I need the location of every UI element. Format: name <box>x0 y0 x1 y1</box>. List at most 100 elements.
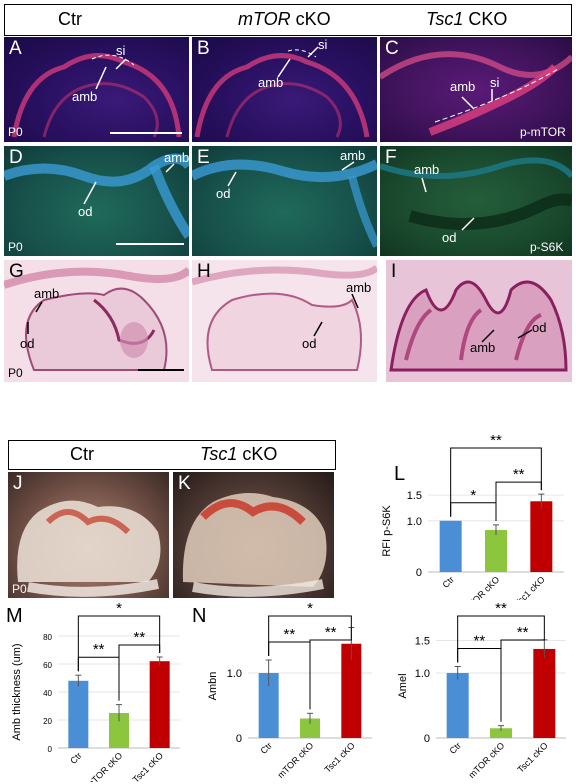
panel-label-a: A <box>9 38 22 59</box>
panel-a-tissue <box>11 53 182 138</box>
anno-amb: amb <box>346 280 372 295</box>
corner-stain: p-S6K <box>530 240 564 254</box>
bar <box>341 643 362 738</box>
header-mtor-gene: mTOR <box>238 9 291 29</box>
bar <box>68 680 89 748</box>
anno-od: od <box>20 336 35 351</box>
header-tsc1-suffix: CKO <box>463 9 508 29</box>
panel-label: N <box>192 605 206 627</box>
category-label: Tsc1 cKO <box>515 740 549 774</box>
panel-label: M <box>6 605 23 627</box>
bar <box>258 673 279 738</box>
category-label: mTOR cKO <box>462 574 502 600</box>
significance-mark: ** <box>473 633 485 650</box>
panel-b-tissue <box>194 46 370 138</box>
panel-f-image: F amb od p-S6K <box>380 146 572 256</box>
category-label: Ctr <box>448 740 464 756</box>
y-axis-label: Amb thickness (um) <box>11 643 23 740</box>
header-tsc1: Tsc1 CKO <box>426 9 507 30</box>
y-tick-label: 1.0 <box>415 668 430 680</box>
anno-od: od <box>532 320 547 335</box>
panel-c-tissue <box>380 51 572 136</box>
anno-amb: amb <box>34 286 60 301</box>
category-label: Ctr <box>441 574 457 590</box>
y-tick-label: 60 <box>43 661 52 670</box>
bar <box>485 529 507 572</box>
panel-a-image: A amb si P0 <box>4 37 189 142</box>
y-tick-label: 20 <box>43 717 52 726</box>
bar <box>300 718 320 738</box>
anno-amb: amb <box>258 75 284 90</box>
y-axis-label: RFI p-S6K <box>381 505 393 557</box>
panel-j-tooth <box>17 500 161 597</box>
y-tick-label: 1.0 <box>227 668 242 680</box>
panel-b-image: B amb si <box>192 37 377 142</box>
panel-label: L <box>394 463 405 485</box>
significance-mark: ** <box>93 641 105 658</box>
y-tick-label: 0 <box>236 733 242 745</box>
anno-od: od <box>302 336 317 351</box>
panel-e-image: E od amb <box>192 146 377 256</box>
chart-m: M Amb thickness (um) 0 20 40 60 80 Ctr mTOR cKO T… <box>6 600 180 782</box>
anno-amb: amb <box>340 148 366 163</box>
anno-amb: amb <box>414 162 440 177</box>
anno-amb: amb <box>72 89 98 104</box>
category-label: mTOR cKO <box>85 750 125 782</box>
header-mtor-suffix: cKO <box>290 9 331 29</box>
anno-od: od <box>78 204 93 219</box>
panel-j-image: J P0 <box>8 472 169 598</box>
y-tick-label: 0 <box>48 745 53 754</box>
anno-amb: amb <box>470 340 496 355</box>
anno-amb: amb <box>450 79 476 94</box>
bar <box>490 728 512 738</box>
bar <box>109 713 129 748</box>
anno-od: od <box>216 186 231 201</box>
corner-stain: p-mTOR <box>520 125 566 139</box>
significance-bracket <box>457 615 545 663</box>
panel-h-tissue <box>192 265 377 371</box>
significance-mark: ** <box>325 624 337 641</box>
significance-mark: ** <box>133 629 145 646</box>
category-label: mTOR cKO <box>467 740 507 780</box>
header-tsc1-suffix: cKO <box>237 444 278 464</box>
corner-age: P0 <box>8 366 23 380</box>
significance-mark: ** <box>517 624 529 641</box>
significance-bracket <box>309 623 352 710</box>
significance-bracket <box>450 502 497 521</box>
y-axis-label: Ambn <box>207 672 219 701</box>
anno-si: si <box>490 75 500 90</box>
panel-label-b: B <box>197 38 210 59</box>
header-ctr: Ctr <box>70 444 94 464</box>
corner-age: P0 <box>8 125 23 139</box>
bar <box>530 501 553 572</box>
panel-f-tissue <box>380 157 572 231</box>
panel-d-image: D od amb P0 <box>4 146 189 256</box>
y-tick-label: 1.5 <box>415 636 430 648</box>
significance-bracket <box>450 447 542 517</box>
panel-label-e: E <box>197 147 210 168</box>
header-ctr: Ctr <box>58 9 82 29</box>
chart-amel: Amel 0 1.0 1.5 Ctr mTOR cKO Tsc1 cKO ** ** ** <box>397 600 566 780</box>
y-axis-label: Amel <box>397 673 409 698</box>
panel-label-j: J <box>13 473 23 494</box>
header-tsc1: Tsc1 cKO <box>200 444 277 465</box>
y-tick-label: 0 <box>416 567 422 579</box>
anno-od: od <box>442 230 457 245</box>
y-tick-label: 0 <box>424 733 430 745</box>
category-label: Tsc1 cKO <box>512 574 546 600</box>
corner-age: P0 <box>8 240 23 254</box>
category-label: Ctr <box>259 740 275 756</box>
header-mtor: mTOR cKO <box>238 9 331 30</box>
panel-g-tissue <box>4 266 189 371</box>
bar <box>439 520 462 572</box>
significance-mark: * <box>470 487 476 504</box>
panel-label-i: I <box>391 261 397 282</box>
significance-mark: ** <box>495 600 507 617</box>
anno-amb: amb <box>164 150 189 165</box>
y-tick-label: 1.5 <box>407 490 422 502</box>
category-label: Tsc1 cKO <box>131 750 165 782</box>
y-tick-label: 1.0 <box>407 516 422 528</box>
panel-label-h: H <box>197 261 211 282</box>
panel-i-image: I od amb <box>386 260 572 382</box>
